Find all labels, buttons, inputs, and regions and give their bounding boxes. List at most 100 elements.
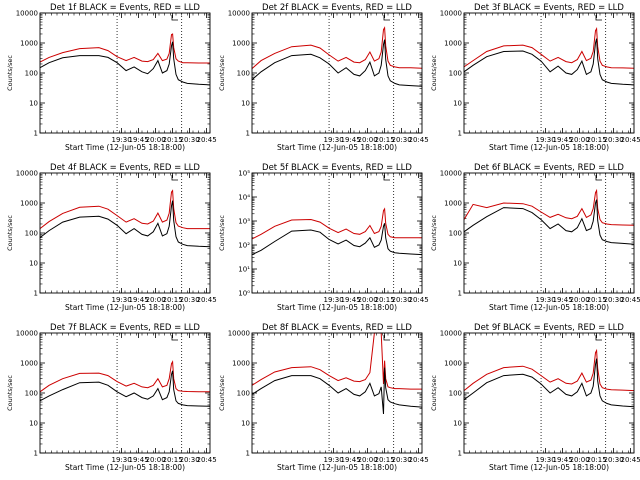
- y-tick-label: 10000: [16, 170, 38, 178]
- x-tick-label: 19:30: [112, 296, 132, 304]
- y-tick-label: 1: [34, 130, 38, 138]
- lld-series-line: [463, 27, 635, 69]
- y-tick-label: 10000: [440, 330, 462, 338]
- y-axis-label: Counts/sec: [218, 215, 226, 251]
- y-tick-label: 10⁰: [238, 290, 250, 298]
- plot-frame: [39, 172, 211, 294]
- panel-title: Det 9f BLACK = Events, RED = LLD: [474, 323, 624, 333]
- y-tick-label: 100: [449, 390, 462, 398]
- x-tick-label: 19:30: [536, 456, 556, 464]
- lld-series-line: [463, 188, 635, 226]
- panel-title: Det 8f BLACK = Events, RED = LLD: [262, 323, 412, 333]
- events-series-line: [39, 370, 211, 407]
- x-tick-label: 19:30: [324, 296, 344, 304]
- legend-mark: [171, 335, 178, 341]
- lld-series-line: [463, 348, 635, 392]
- x-axis-label: Start Time (12-Jun-05 18:18:00): [277, 463, 397, 472]
- x-tick-label: 20:00: [358, 456, 378, 464]
- x-tick-label: 19:45: [553, 296, 573, 304]
- x-tick-label: 19:45: [553, 456, 573, 464]
- x-axis-label: Start Time (12-Jun-05 18:18:00): [489, 303, 609, 312]
- y-tick-label: 1000: [20, 40, 38, 48]
- x-tick-label: 19:45: [129, 296, 149, 304]
- x-tick-label: 20:30: [180, 296, 200, 304]
- y-tick-label: 100: [25, 70, 38, 78]
- y-tick-label: 10⁴: [238, 194, 250, 202]
- y-axis-label: Counts/sec: [430, 55, 438, 91]
- x-tick-label: 20:00: [570, 296, 590, 304]
- lld-series-line: [39, 33, 210, 64]
- y-tick-label: 10²: [238, 242, 250, 250]
- y-tick-label: 10¹: [238, 266, 250, 274]
- x-tick-label: 20:15: [163, 296, 183, 304]
- y-tick-label: 10: [241, 420, 250, 428]
- detector-panel: Det 5f BLACK = Events, RED = LLD 10⁰ 10¹ 10…: [218, 163, 429, 312]
- y-tick-label: 100: [25, 230, 38, 238]
- legend-mark: [383, 15, 390, 21]
- x-tick-label: 20:45: [197, 456, 217, 464]
- legend-mark: [595, 15, 602, 21]
- x-tick-label: 19:45: [553, 136, 573, 144]
- x-tick-label: 20:00: [570, 456, 590, 464]
- x-axis-label: Start Time (12-Jun-05 18:18:00): [65, 303, 185, 312]
- plot-frame: [251, 332, 423, 454]
- detector-panel: Det 8f BLACK = Events, RED = LLD 1 10 100 10…: [218, 323, 429, 472]
- x-axis-label: Start Time (12-Jun-05 18:18:00): [65, 463, 185, 472]
- panel-title: Det 6f BLACK = Events, RED = LLD: [474, 163, 624, 173]
- x-tick-label: 20:45: [409, 456, 429, 464]
- lld-series-line: [251, 207, 422, 240]
- y-tick-label: 1000: [232, 360, 250, 368]
- x-tick-label: 20:15: [587, 136, 607, 144]
- plot-frame: [463, 332, 635, 454]
- x-tick-label: 19:30: [536, 296, 556, 304]
- events-series-line: [39, 200, 211, 248]
- y-axis-label: Counts/sec: [6, 375, 14, 411]
- y-tick-label: 1000: [20, 200, 38, 208]
- x-tick-label: 20:15: [375, 296, 395, 304]
- y-tick-label: 10: [453, 260, 462, 268]
- y-tick-label: 10000: [440, 10, 462, 18]
- x-tick-label: 20:00: [358, 136, 378, 144]
- x-tick-label: 20:45: [621, 296, 640, 304]
- lld-series-line: [39, 189, 210, 230]
- x-tick-label: 19:30: [324, 136, 344, 144]
- x-tick-label: 20:00: [358, 296, 378, 304]
- y-axis-label: Counts/sec: [430, 375, 438, 411]
- y-tick-label: 10000: [16, 330, 38, 338]
- y-tick-label: 100: [237, 70, 250, 78]
- y-tick-label: 1: [34, 290, 38, 298]
- y-tick-label: 10000: [440, 170, 462, 178]
- y-tick-label: 1000: [444, 40, 462, 48]
- x-tick-label: 20:00: [146, 456, 166, 464]
- y-tick-label: 1000: [232, 40, 250, 48]
- x-tick-label: 19:45: [129, 136, 149, 144]
- x-tick-label: 20:15: [375, 456, 395, 464]
- plot-frame: [251, 172, 423, 294]
- y-tick-label: 10: [453, 100, 462, 108]
- detector-panel: Det 3f BLACK = Events, RED = LLD 1 10 100 10…: [430, 3, 640, 152]
- x-tick-label: 20:30: [180, 136, 200, 144]
- x-tick-label: 20:45: [621, 136, 640, 144]
- events-series-line: [251, 39, 423, 87]
- y-axis-label: Counts/sec: [218, 55, 226, 91]
- events-series-line: [251, 223, 423, 256]
- x-tick-label: 20:00: [146, 296, 166, 304]
- y-tick-label: 1: [246, 450, 250, 458]
- x-tick-label: 19:30: [112, 136, 132, 144]
- lld-series-line: [39, 360, 210, 393]
- x-tick-label: 19:30: [536, 136, 556, 144]
- x-tick-label: 20:45: [197, 136, 217, 144]
- y-tick-label: 1000: [444, 200, 462, 208]
- x-tick-label: 20:15: [163, 136, 183, 144]
- plot-frame: [463, 172, 635, 294]
- x-tick-label: 20:30: [604, 296, 624, 304]
- detector-panel: Det 4f BLACK = Events, RED = LLD 1 10 100 10…: [6, 163, 217, 312]
- detector-panel: Det 1f BLACK = Events, RED = LLD 1 10 100 10…: [6, 3, 217, 152]
- y-tick-label: 10000: [228, 10, 250, 18]
- legend-mark: [171, 175, 178, 181]
- lld-series-line: [251, 26, 423, 69]
- y-tick-label: 1000: [20, 360, 38, 368]
- detector-panel: Det 9f BLACK = Events, RED = LLD 1 10 100 10…: [430, 323, 640, 472]
- x-axis-label: Start Time (12-Jun-05 18:18:00): [489, 143, 609, 152]
